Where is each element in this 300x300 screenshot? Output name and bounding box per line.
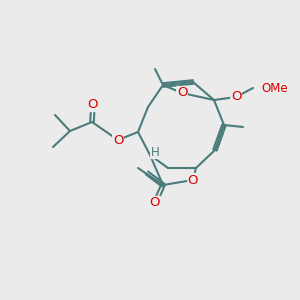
Text: O: O	[177, 86, 187, 100]
Text: H: H	[151, 146, 159, 158]
Text: O: O	[150, 196, 160, 209]
Text: O: O	[188, 173, 198, 187]
Text: O: O	[231, 91, 241, 103]
Text: O: O	[113, 134, 123, 146]
Text: O: O	[88, 98, 98, 112]
Text: OMe: OMe	[261, 82, 288, 94]
